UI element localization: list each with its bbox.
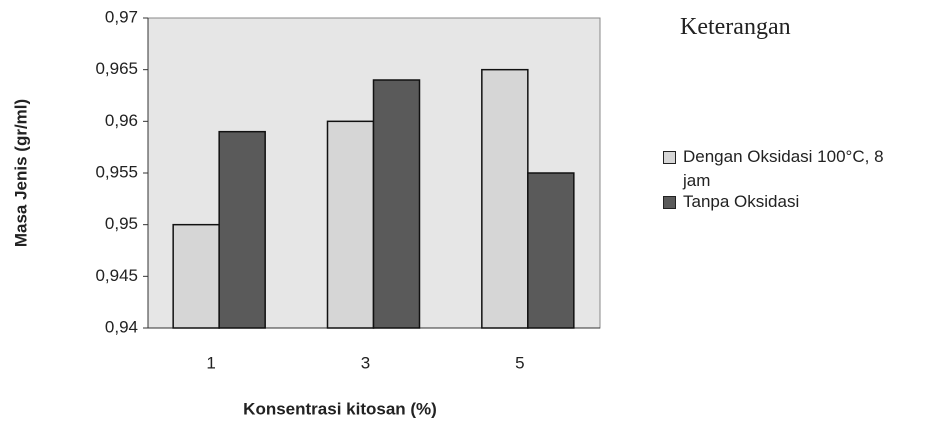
legend-item: Dengan Oksidasi 100°C, 8 jam (663, 145, 943, 193)
bar (218, 130, 266, 329)
y-tick-label: 0,96 (105, 111, 138, 130)
legend-item: Tanpa Oksidasi (663, 190, 943, 214)
y-tick-label: 0,94 (105, 317, 138, 336)
legend-swatch (663, 196, 676, 209)
legend-title: Keterangan (680, 14, 791, 40)
legend-label: Dengan Oksidasi 100°C, 8 jam (683, 147, 884, 190)
x-tick-label: 1 (206, 353, 215, 372)
bar (527, 172, 575, 329)
x-axis-label: Konsentrasi kitosan (%) (243, 399, 437, 418)
y-tick-label: 0,945 (95, 266, 138, 285)
bar (481, 68, 529, 329)
legend-label: Tanpa Oksidasi (683, 192, 800, 211)
y-tick-label: 0,97 (105, 7, 138, 26)
bar (372, 79, 421, 329)
x-tick-label: 3 (361, 353, 370, 372)
bar (172, 223, 220, 329)
legend-swatch (663, 151, 676, 164)
bar (326, 120, 375, 329)
x-tick-label: 5 (515, 353, 524, 372)
y-axis-label: Masa Jenis (gr/ml) (11, 99, 30, 247)
y-tick-label: 0,965 (95, 59, 138, 78)
y-tick-label: 0,95 (105, 214, 138, 233)
y-tick-label: 0,955 (95, 162, 138, 181)
